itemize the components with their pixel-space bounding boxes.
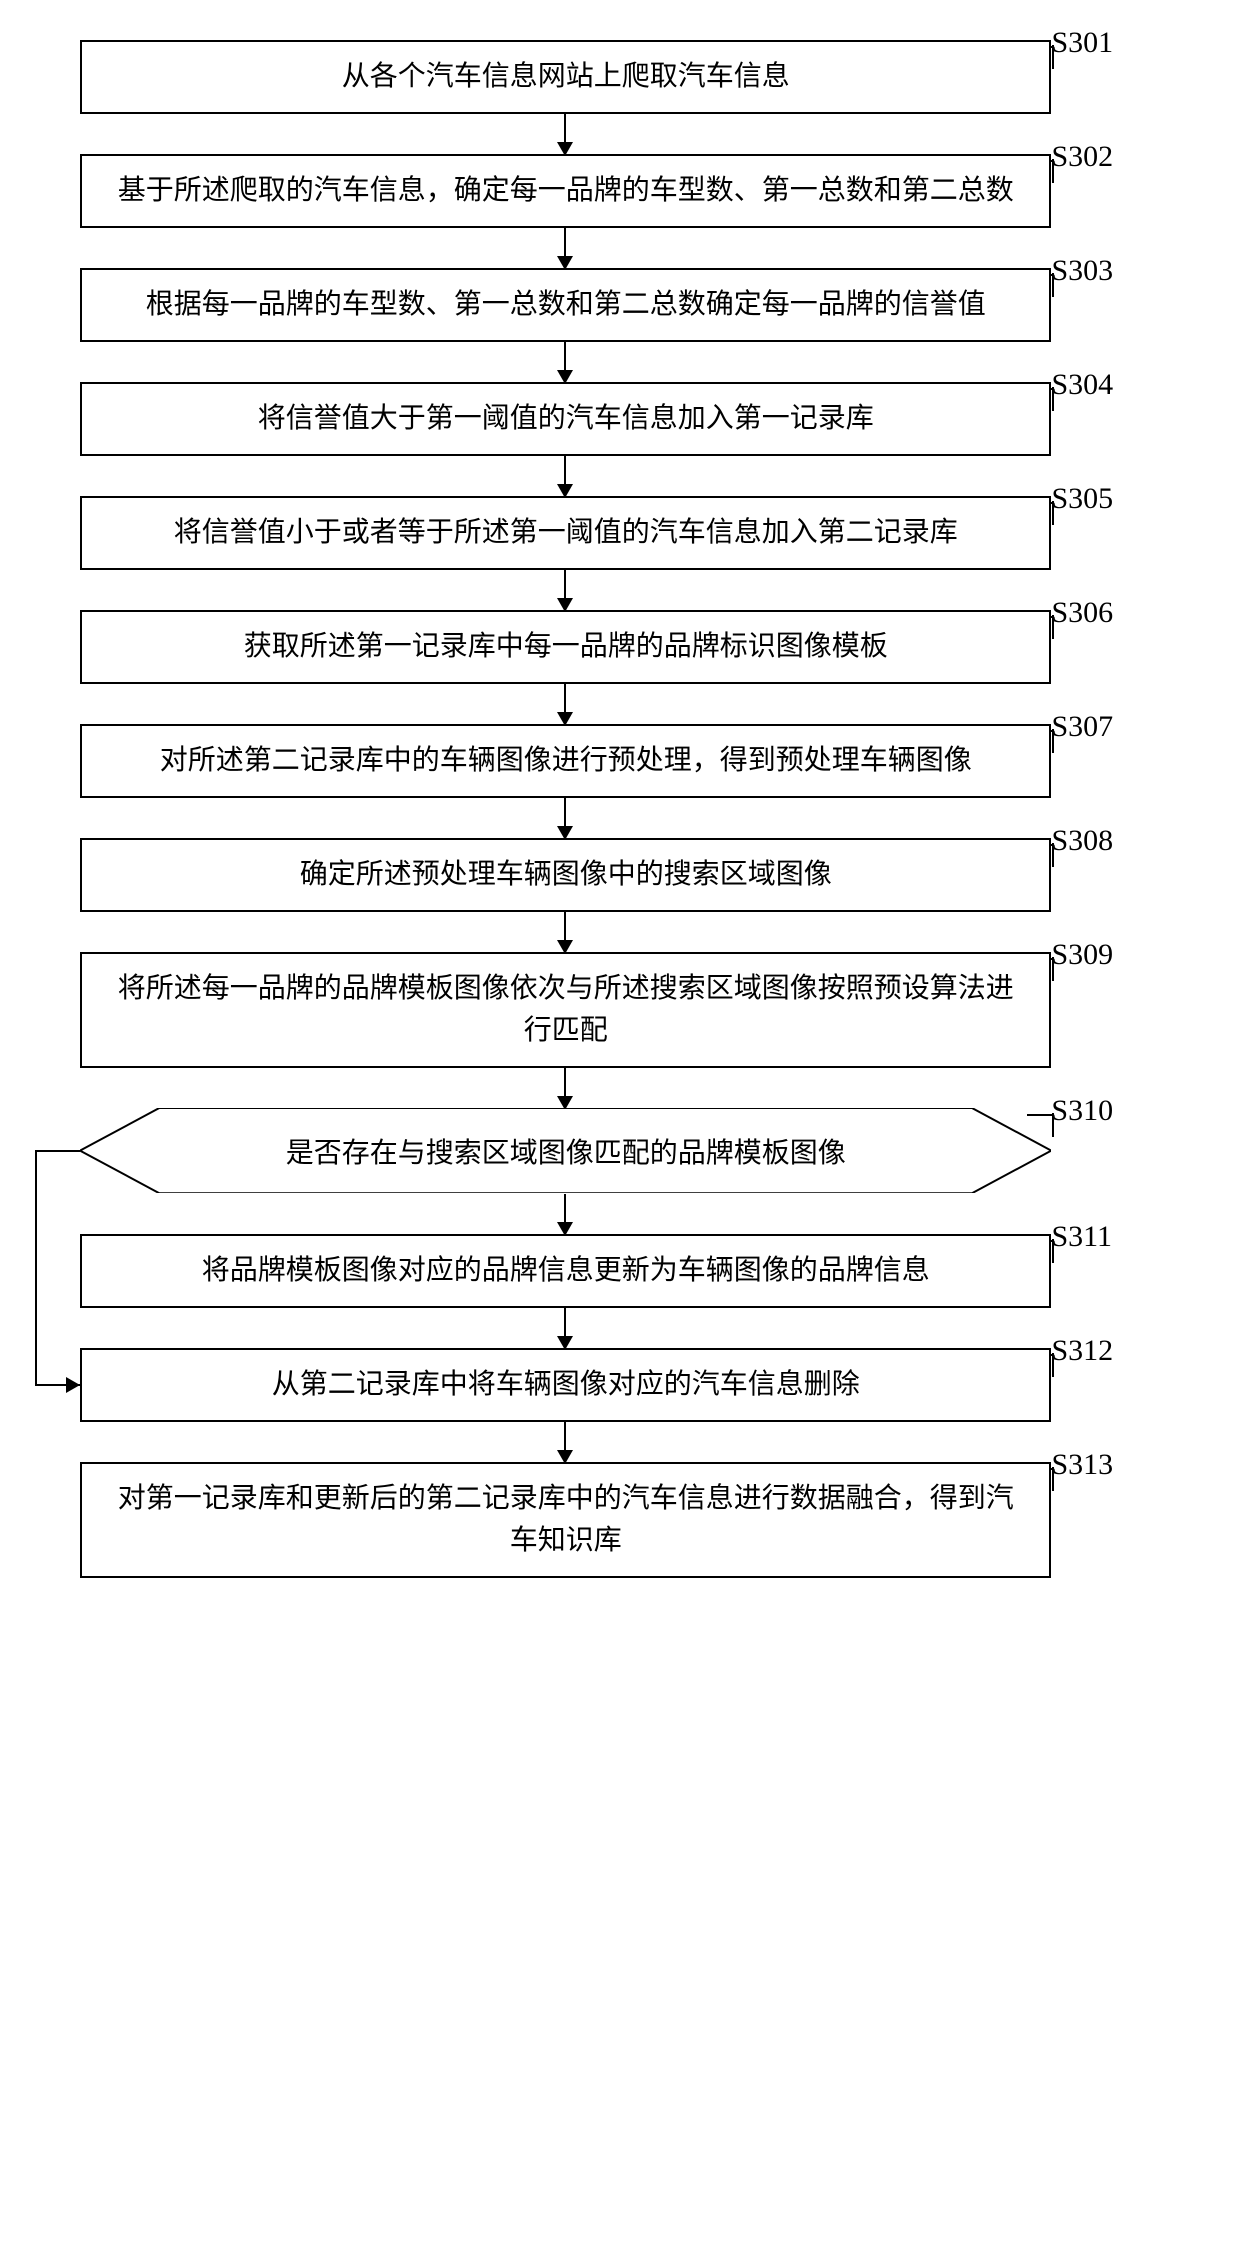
arrow-down: [80, 1422, 1210, 1462]
arrow-down: [80, 1194, 1210, 1234]
flow-step-S312: 从第二记录库中将车辆图像对应的汽车信息删除S312: [80, 1348, 1210, 1422]
flow-step-S307: 对所述第二记录库中的车辆图像进行预处理，得到预处理车辆图像S307: [80, 724, 1210, 798]
step-label: S308: [1051, 824, 1113, 858]
step-label-wrap: S312: [1051, 1348, 1210, 1388]
step-label: S304: [1051, 368, 1113, 402]
step-label: S301: [1051, 26, 1113, 60]
arrow-down: [80, 684, 1210, 724]
step-label: S313: [1051, 1448, 1113, 1482]
step-label-wrap: S307: [1051, 724, 1210, 764]
arrow-down: [80, 1308, 1210, 1348]
process-box: 对第一记录库和更新后的第二记录库中的汽车信息进行数据融合，得到汽车知识库: [80, 1462, 1051, 1578]
flow-step-S301: 从各个汽车信息网站上爬取汽车信息S301: [80, 40, 1210, 114]
step-label-wrap: S310: [1051, 1108, 1210, 1148]
step-label: S311: [1051, 1220, 1112, 1254]
process-box: 基于所述爬取的汽车信息，确定每一品牌的车型数、第一总数和第二总数: [80, 154, 1051, 228]
arrow-down: [80, 456, 1210, 496]
process-box: 将信誉值小于或者等于所述第一阈值的汽车信息加入第二记录库: [80, 496, 1051, 570]
flow-step-S303: 根据每一品牌的车型数、第一总数和第二总数确定每一品牌的信誉值S303: [80, 268, 1210, 342]
step-label-wrap: S313: [1051, 1462, 1210, 1502]
step-label: S312: [1051, 1334, 1113, 1368]
step-label-wrap: S308: [1051, 838, 1210, 878]
flow-step-S304: 将信誉值大于第一阈值的汽车信息加入第一记录库S304: [80, 382, 1210, 456]
arrow-down: [80, 342, 1210, 382]
step-label-wrap: S302: [1051, 154, 1210, 194]
process-box: 将信誉值大于第一阈值的汽车信息加入第一记录库: [80, 382, 1051, 456]
decision-node: 是否存在与搜索区域图像匹配的品牌模板图像: [80, 1108, 1051, 1194]
step-label-wrap: S304: [1051, 382, 1210, 422]
arrow-down: [80, 798, 1210, 838]
arrow-down: [80, 570, 1210, 610]
process-box: 确定所述预处理车辆图像中的搜索区域图像: [80, 838, 1051, 912]
flow-step-S305: 将信誉值小于或者等于所述第一阈值的汽车信息加入第二记录库S305: [80, 496, 1210, 570]
flow-step-S313: 对第一记录库和更新后的第二记录库中的汽车信息进行数据融合，得到汽车知识库S313: [80, 1462, 1210, 1578]
step-label: S306: [1051, 596, 1113, 630]
step-label: S309: [1051, 938, 1113, 972]
flow-step-S306: 获取所述第一记录库中每一品牌的品牌标识图像模板S306: [80, 610, 1210, 684]
flow-step-S311: 将品牌模板图像对应的品牌信息更新为车辆图像的品牌信息S311: [80, 1234, 1210, 1308]
process-box: 根据每一品牌的车型数、第一总数和第二总数确定每一品牌的信誉值: [80, 268, 1051, 342]
decision-text: 是否存在与搜索区域图像匹配的品牌模板图像: [80, 1108, 1051, 1194]
step-label: S303: [1051, 254, 1113, 288]
step-label-wrap: S309: [1051, 952, 1210, 992]
process-box: 对所述第二记录库中的车辆图像进行预处理，得到预处理车辆图像: [80, 724, 1051, 798]
step-label: S307: [1051, 710, 1113, 744]
arrow-down: [80, 114, 1210, 154]
flow-step-S308: 确定所述预处理车辆图像中的搜索区域图像S308: [80, 838, 1210, 912]
process-box: 获取所述第一记录库中每一品牌的品牌标识图像模板: [80, 610, 1051, 684]
step-label-wrap: S305: [1051, 496, 1210, 536]
flow-step-S309: 将所述每一品牌的品牌模板图像依次与所述搜索区域图像按照预设算法进行匹配S309: [80, 952, 1210, 1068]
arrow-down: [80, 912, 1210, 952]
step-label-wrap: S306: [1051, 610, 1210, 650]
step-label-wrap: S311: [1051, 1234, 1210, 1274]
arrow-down: [80, 1068, 1210, 1108]
process-box: 从各个汽车信息网站上爬取汽车信息: [80, 40, 1051, 114]
step-label: S305: [1051, 482, 1113, 516]
arrow-down: [80, 228, 1210, 268]
flow-step-S310: 是否存在与搜索区域图像匹配的品牌模板图像S310: [80, 1108, 1210, 1194]
step-label: S310: [1051, 1094, 1113, 1128]
process-box: 将品牌模板图像对应的品牌信息更新为车辆图像的品牌信息: [80, 1234, 1051, 1308]
process-box: 将所述每一品牌的品牌模板图像依次与所述搜索区域图像按照预设算法进行匹配: [80, 952, 1051, 1068]
step-label: S302: [1051, 140, 1113, 174]
step-label-wrap: S303: [1051, 268, 1210, 308]
flow-step-S302: 基于所述爬取的汽车信息，确定每一品牌的车型数、第一总数和第二总数S302: [80, 154, 1210, 228]
process-box: 从第二记录库中将车辆图像对应的汽车信息删除: [80, 1348, 1051, 1422]
step-label-wrap: S301: [1051, 40, 1210, 80]
